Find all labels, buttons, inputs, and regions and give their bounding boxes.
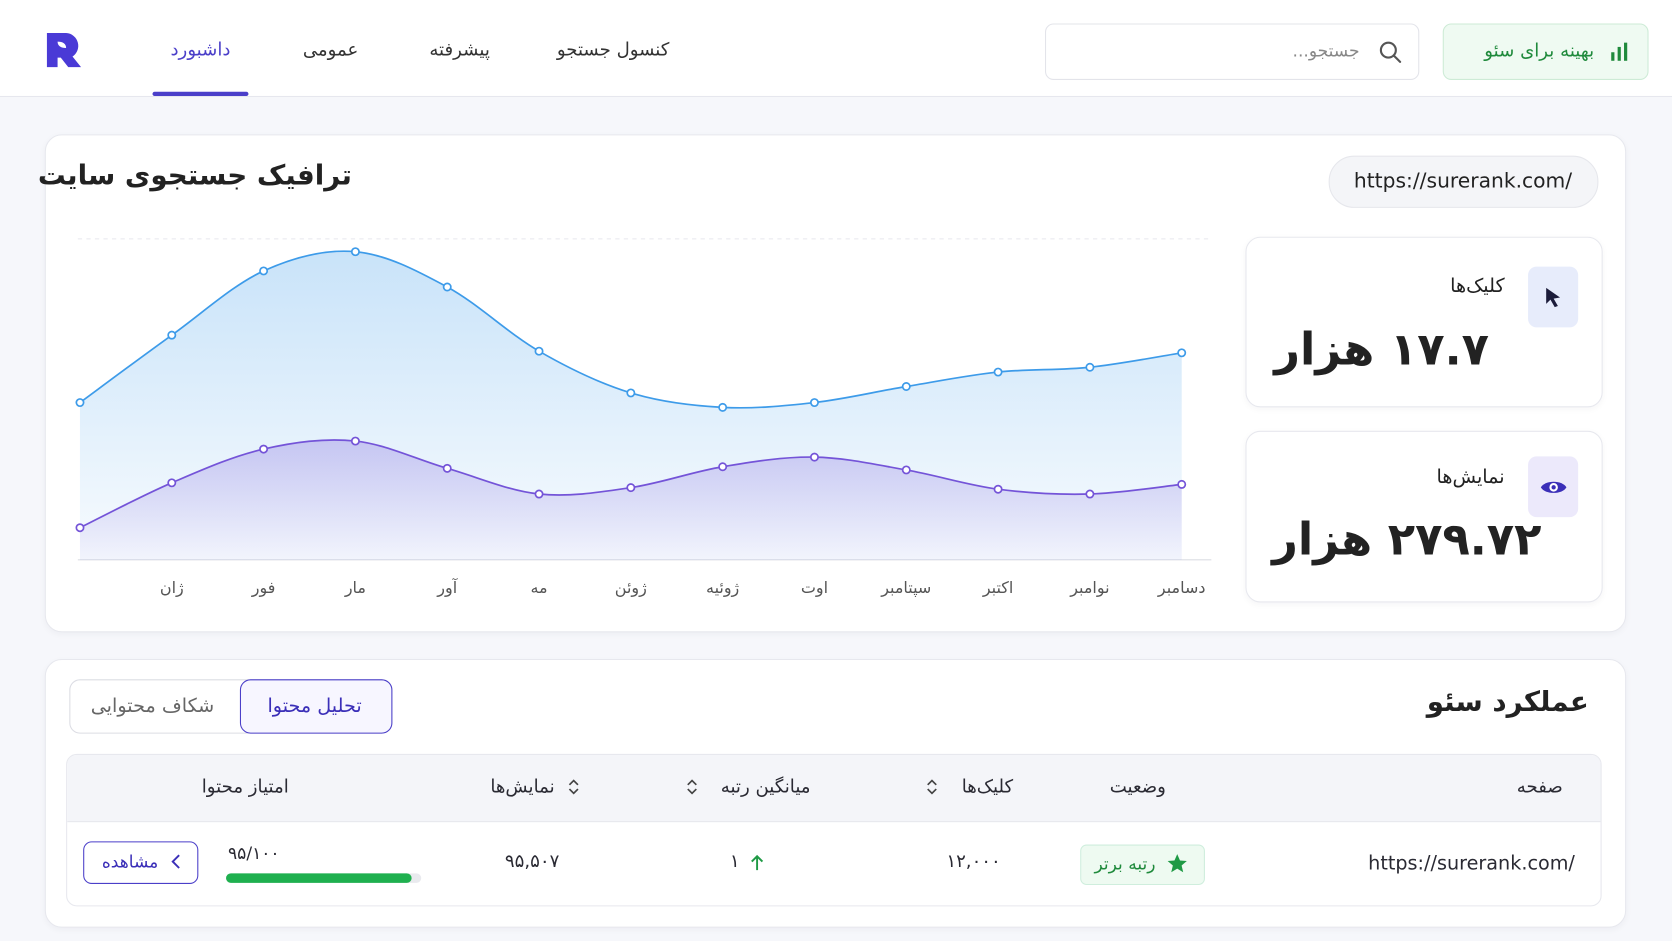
column-header: امتیاز محتوا xyxy=(201,776,289,798)
data-point xyxy=(534,346,544,356)
data-point xyxy=(901,465,911,475)
column-header[interactable]: نمایش‌ها xyxy=(490,776,555,798)
stat-value: ۲۷۹.۷۲ هزار xyxy=(1272,512,1542,566)
score-track xyxy=(226,873,422,883)
stat-icon xyxy=(1528,266,1579,328)
stat-value: ۱۷.۷ هزار xyxy=(1274,323,1489,376)
data-point xyxy=(442,463,452,473)
search-placeholder: جستجو... xyxy=(1292,40,1360,61)
eye-icon xyxy=(1540,481,1567,493)
seo-title: عملکرد سئو xyxy=(1426,686,1589,719)
status-label: رتبه برتر xyxy=(1094,853,1156,874)
x-tick-label: مار xyxy=(344,578,366,598)
nav-active-underline xyxy=(152,91,249,96)
x-tick-label: آور xyxy=(436,578,458,598)
score-label: ۹۵/۱۰۰ xyxy=(228,842,280,864)
data-point xyxy=(350,436,360,446)
logo[interactable] xyxy=(43,29,86,72)
x-tick-label: نوامبر xyxy=(1069,578,1109,598)
clicks: ۱۲,۰۰۰ xyxy=(946,850,1001,873)
data-point xyxy=(626,388,636,398)
x-tick-label: ژوئن xyxy=(615,578,647,598)
tab-label[interactable]: تحلیل محتوا xyxy=(267,694,362,718)
column-header: وضعیت xyxy=(1109,776,1166,798)
data-point xyxy=(259,444,269,454)
stat-icon xyxy=(1528,456,1579,518)
data-point xyxy=(259,266,269,276)
search-box[interactable]: جستجو... xyxy=(1045,23,1420,80)
up-arrow xyxy=(751,854,764,871)
sort-icon[interactable] xyxy=(926,777,939,796)
traffic-chart: ژان فور مار آور مه ژوئن ژوئیه اوت سپتامبر اکتبر نو… xyxy=(75,238,1212,598)
score-bar xyxy=(226,873,412,883)
x-tick-label: سپتامبر xyxy=(880,578,931,598)
status-badge xyxy=(1080,844,1205,886)
column-header[interactable]: میانگین رتبه xyxy=(720,776,811,798)
data-point xyxy=(993,367,1003,377)
x-tick-label: ژان xyxy=(160,578,184,598)
series-area xyxy=(79,439,1182,560)
chevron-icon xyxy=(171,854,180,869)
data-point xyxy=(718,462,728,472)
data-point xyxy=(167,478,177,488)
data-point xyxy=(350,247,360,257)
bars-icon xyxy=(1611,42,1628,61)
view-label[interactable]: مشاهده xyxy=(101,851,159,872)
x-tick-label: اوت xyxy=(801,578,828,598)
column-header[interactable]: کلیک‌ها xyxy=(961,776,1014,798)
optimize-label: بهینه برای سئو xyxy=(1484,40,1595,62)
data-point xyxy=(809,452,819,462)
impressions: ۹۵,۵۰۷ xyxy=(504,850,560,873)
data-point xyxy=(75,398,85,408)
nav-item[interactable]: داشبورد xyxy=(170,39,231,61)
optimize-button[interactable]: بهینه برای سئو xyxy=(1442,23,1649,80)
x-tick-label: فور xyxy=(251,578,276,598)
sort-icon[interactable] xyxy=(686,777,699,796)
chart-title: ترافیک جستجوی سایت xyxy=(37,159,352,192)
column-header: صفحه xyxy=(1516,776,1563,798)
data-point xyxy=(626,483,636,493)
sort-icon[interactable] xyxy=(567,777,580,796)
data-point xyxy=(901,382,911,391)
data-point xyxy=(718,402,728,412)
site-url: https://surerank.com/ xyxy=(1353,169,1573,194)
x-tick-label: مه xyxy=(530,578,547,597)
data-point xyxy=(442,282,452,292)
x-tick-label: ژوئیه xyxy=(706,578,740,598)
table-header xyxy=(67,754,1601,823)
nav-item[interactable]: عمومی xyxy=(302,39,359,61)
page-url[interactable]: https://surerank.com/ xyxy=(1368,852,1575,875)
stat-label: نمایش‌ها xyxy=(1436,465,1505,489)
view-button[interactable] xyxy=(83,841,199,884)
stat-label: کلیک‌ها xyxy=(1450,275,1505,298)
data-point xyxy=(1085,362,1095,372)
data-point xyxy=(1177,348,1187,358)
nav-item[interactable]: کنسول جستجو xyxy=(556,39,670,61)
x-tick-label: اکتبر xyxy=(982,578,1014,598)
star-icon xyxy=(1167,854,1187,873)
data-point xyxy=(75,523,85,533)
data-point xyxy=(167,330,177,340)
url-pill xyxy=(1328,155,1599,208)
table xyxy=(66,753,1602,907)
nav-item[interactable]: پیشرفته xyxy=(429,39,490,61)
cursor-icon xyxy=(1546,287,1561,308)
data-point xyxy=(1177,479,1187,489)
data-point xyxy=(534,489,544,499)
data-point xyxy=(809,398,819,408)
tab-label[interactable]: شکاف محتوایی xyxy=(90,694,215,718)
avg-rank: ۱ xyxy=(729,850,740,873)
tab-active[interactable] xyxy=(239,679,393,734)
data-point xyxy=(993,484,1003,494)
data-point xyxy=(1085,489,1095,499)
x-tick-label: دسامبر xyxy=(1157,578,1206,598)
search-icon xyxy=(1379,41,1402,63)
